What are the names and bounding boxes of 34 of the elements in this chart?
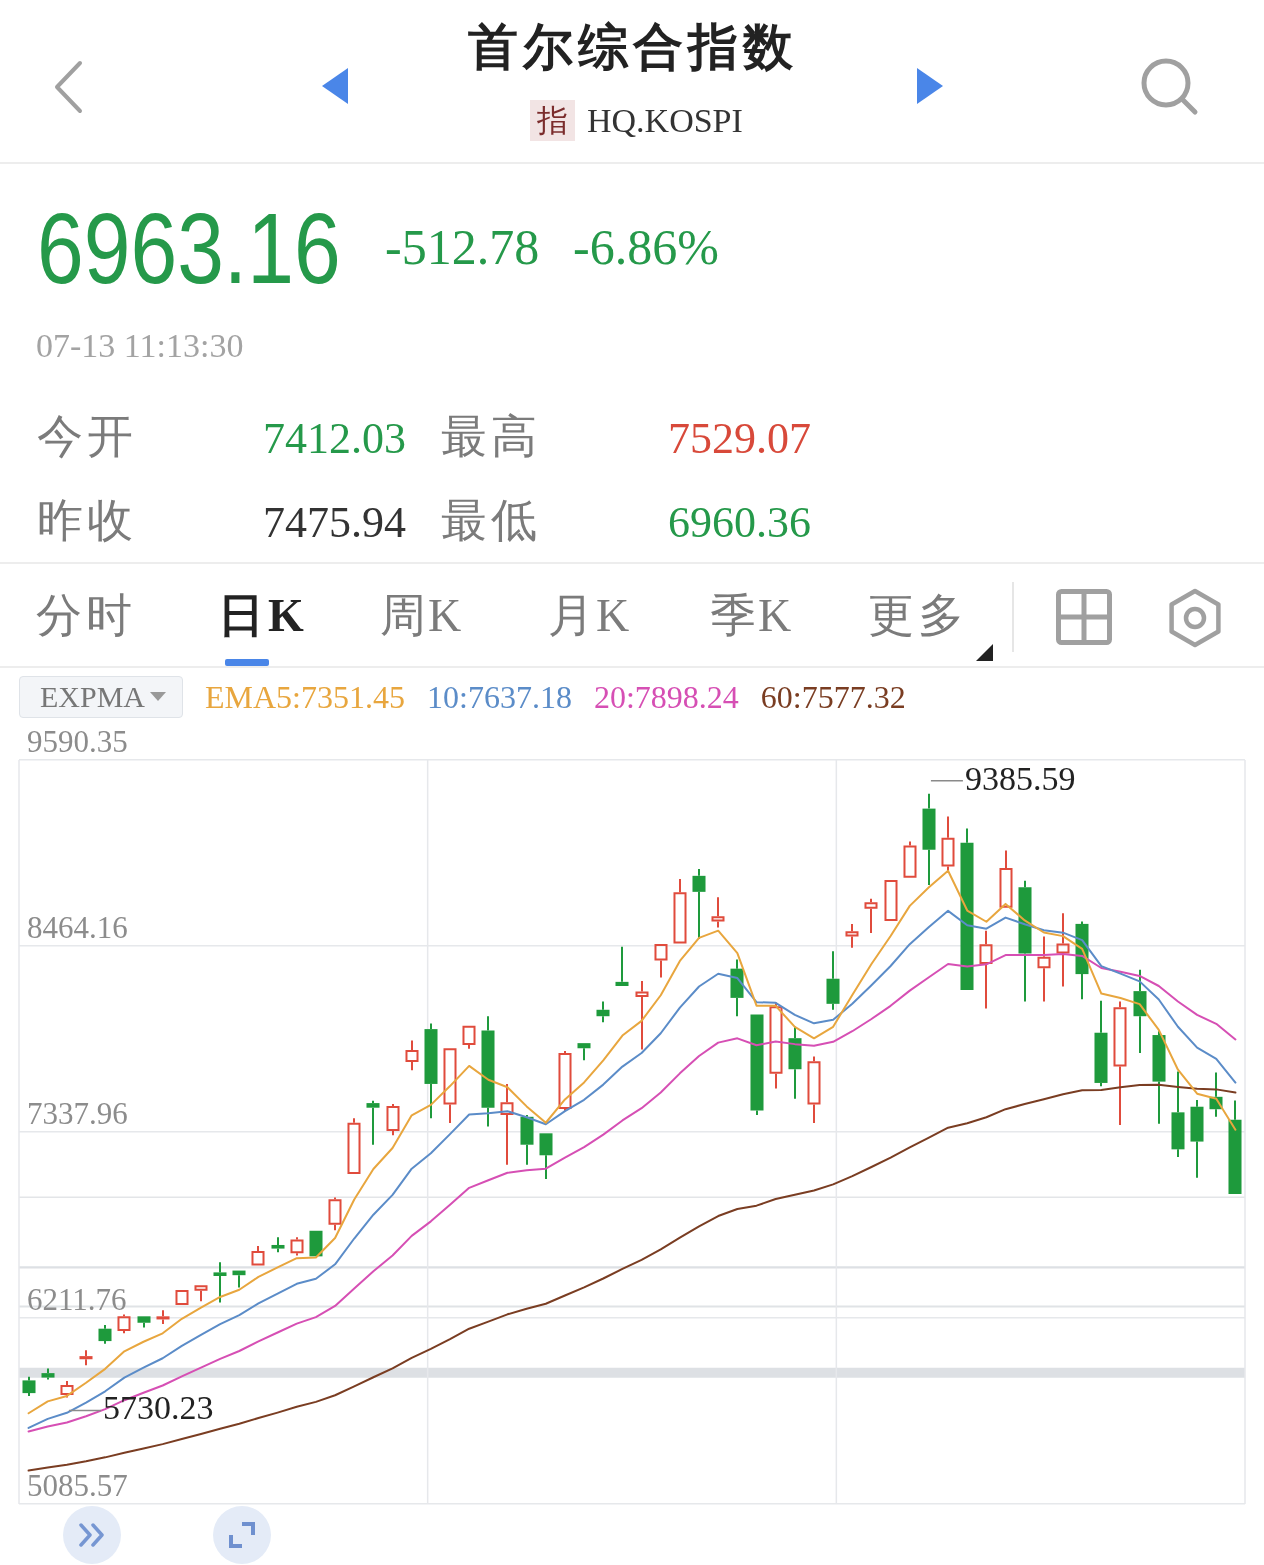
y-tick-label: 5085.57 xyxy=(27,1468,128,1503)
text: 分时 xyxy=(36,589,136,643)
text: 季K xyxy=(710,589,794,643)
y-tick-label: 8464.16 xyxy=(27,910,128,945)
y-tick-label: 9590.35 xyxy=(27,724,128,759)
text: 日K xyxy=(218,589,308,643)
text: 7412.03 xyxy=(263,413,406,465)
chart-subtitle: HQ.KOSPI xyxy=(587,101,743,141)
y-tick-label: 6211.76 xyxy=(27,1282,127,1317)
text: -6.86% xyxy=(573,219,719,277)
text: 10:7637.18 xyxy=(427,678,572,716)
text: 20:7898.24 xyxy=(593,678,739,716)
text: 6960.36 xyxy=(668,497,811,549)
text: 更多 xyxy=(868,589,968,643)
annotation: 9385.59 xyxy=(964,759,1076,797)
badge: 指 xyxy=(530,100,575,141)
text: EMA5:7351.45 xyxy=(205,678,405,716)
annotation: 5730.23 xyxy=(102,1389,214,1427)
text: 7475.94 xyxy=(263,497,406,549)
text: 60:7577.32 xyxy=(760,678,906,716)
text: 今开 xyxy=(37,410,137,464)
text: 周K xyxy=(380,589,464,643)
text: 最高 xyxy=(441,410,541,464)
text: 6963.16 xyxy=(37,190,341,306)
text: -512.78 xyxy=(385,219,540,277)
y-tick-label: 7337.96 xyxy=(27,1096,128,1131)
text: 月K xyxy=(548,589,632,643)
text: 最低 xyxy=(441,494,541,548)
dropdown: EXPMA xyxy=(19,676,183,718)
text: 昨收 xyxy=(37,494,137,548)
legend-title: EXPMA xyxy=(40,679,146,715)
chart-title: 首尔综合指数 xyxy=(468,19,798,77)
text: 07-13 11:13:30 xyxy=(36,326,244,366)
text: 7529.07 xyxy=(668,413,811,465)
